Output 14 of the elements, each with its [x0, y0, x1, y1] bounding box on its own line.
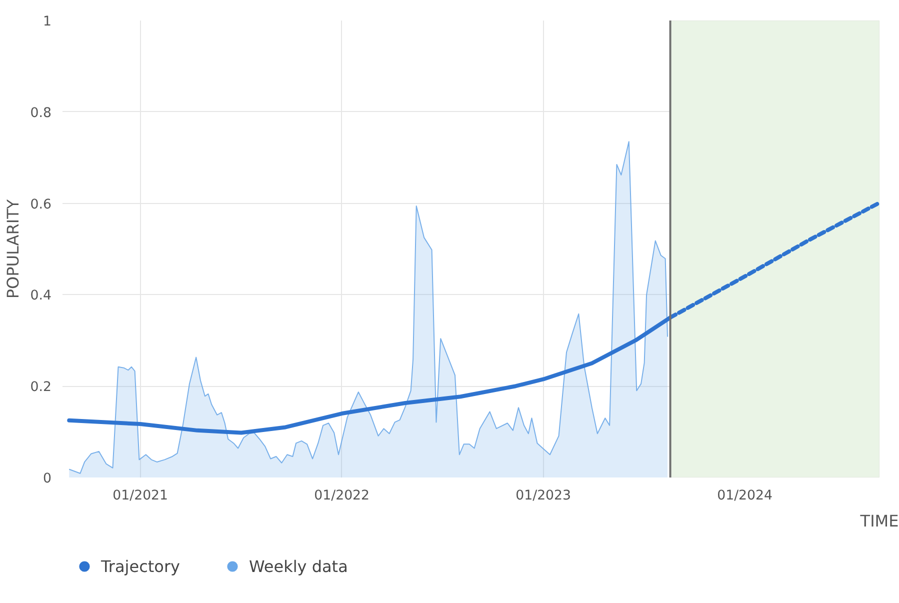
x-tick-label: 01/2023	[516, 488, 572, 504]
x-tick-label: 01/2024	[717, 488, 772, 504]
y-tick-label: 1	[43, 14, 52, 30]
legend-label: Trajectory	[101, 556, 180, 576]
x-tick-label: 01/2022	[314, 488, 370, 504]
y-tick-label: 0.6	[30, 197, 52, 212]
y-tick-label: 0.4	[30, 288, 52, 304]
x-axis-title: TIME	[859, 512, 899, 530]
legend-label: Weekly data	[249, 556, 348, 576]
x-tick-label: 01/2021	[112, 488, 168, 504]
y-tick-label: 0.8	[30, 106, 52, 121]
y-tick-label: 0	[43, 472, 52, 486]
y-tick-label: 0.2	[30, 380, 52, 396]
y-axis-title: POPULARITY	[3, 199, 22, 299]
